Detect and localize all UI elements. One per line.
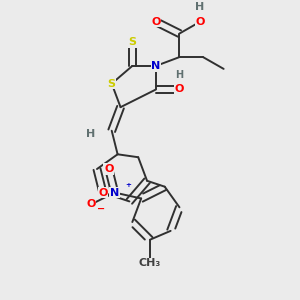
Text: H: H	[195, 2, 205, 12]
Text: O: O	[104, 164, 113, 174]
Text: CH₃: CH₃	[139, 258, 161, 268]
Text: O: O	[195, 17, 205, 27]
Text: H: H	[176, 70, 184, 80]
Text: O: O	[98, 188, 108, 198]
Text: S: S	[108, 79, 116, 88]
Text: −: −	[97, 204, 106, 214]
Text: H: H	[86, 129, 96, 139]
Text: N: N	[151, 61, 160, 71]
Text: N: N	[110, 188, 119, 198]
Text: S: S	[128, 38, 136, 47]
Text: O: O	[175, 85, 184, 94]
Text: O: O	[151, 17, 160, 27]
Text: O: O	[86, 200, 96, 209]
Text: +: +	[125, 182, 131, 188]
